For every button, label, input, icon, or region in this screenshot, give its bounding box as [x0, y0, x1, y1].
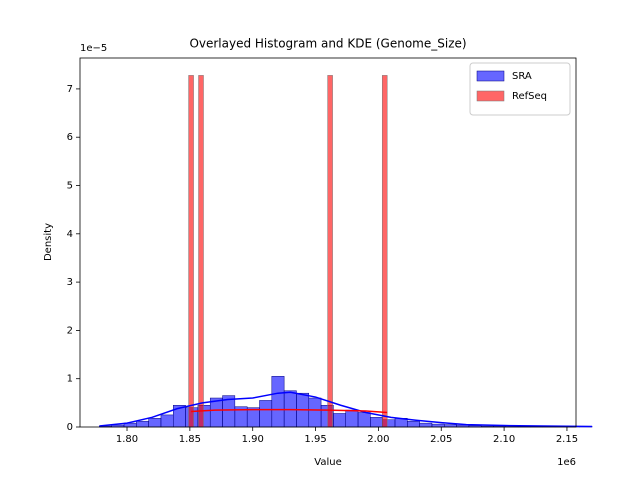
bar: [259, 400, 273, 428]
legend-label: SRA: [512, 71, 532, 82]
y-axis-label: Density: [43, 223, 54, 261]
kde-line: [191, 408, 388, 414]
bar: [407, 420, 420, 428]
y-tick-label: 2: [67, 325, 73, 336]
y-offset-label: 1e−5: [80, 43, 107, 54]
plot-frame: [79, 57, 577, 428]
chart-title: Overlayed Histogram and KDE (Genome_Size…: [189, 37, 466, 51]
bar: [209, 397, 223, 428]
x-tick-label: 2.05: [430, 434, 452, 445]
y-tick-label: 3: [67, 277, 73, 288]
y-tick-label: 4: [67, 229, 73, 240]
y-tick-label: 5: [67, 181, 73, 192]
bar: [271, 376, 285, 428]
x-tick-label: 1.90: [242, 434, 264, 445]
bar: [308, 397, 322, 428]
bar: [136, 420, 149, 428]
y-tick-label: 6: [67, 132, 73, 143]
bar: [431, 423, 445, 428]
kde-line: [99, 391, 593, 428]
bar: [327, 75, 333, 428]
bar: [370, 417, 383, 428]
x-tick-label: 2.10: [493, 434, 515, 445]
bar: [148, 418, 162, 428]
x-tick-label: 1.80: [116, 434, 138, 445]
x-tick-label: 2.00: [367, 434, 389, 445]
bar: [160, 414, 174, 428]
bar: [188, 75, 194, 428]
y-tick-label: 0: [67, 422, 73, 433]
legend-swatch: [476, 90, 505, 102]
bar: [333, 413, 346, 428]
bar: [246, 407, 260, 428]
x-tick-label: 1.85: [179, 434, 201, 445]
x-axis-label: Value: [314, 457, 341, 468]
bar: [198, 75, 204, 428]
bar: [345, 409, 359, 428]
x-tick-label: 1.95: [304, 434, 326, 445]
y-tick-label: 1: [67, 374, 73, 385]
x-offset-label: 1e6: [557, 457, 576, 468]
x-tick-label: 2.15: [556, 434, 578, 445]
y-tick-label: 7: [67, 84, 73, 95]
bar: [357, 412, 371, 428]
legend-swatch: [476, 70, 505, 82]
bar: [419, 422, 433, 428]
bar: [381, 75, 388, 428]
legend-label: RefSeq: [512, 91, 547, 102]
